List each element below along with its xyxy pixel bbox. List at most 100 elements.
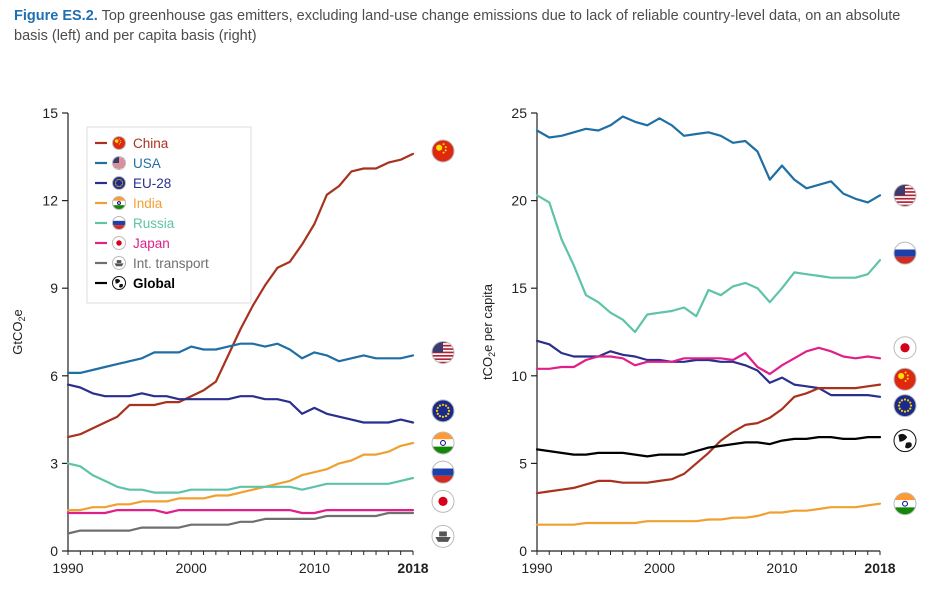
x-tick-label: 2000 [176, 560, 207, 576]
eu-flag-icon [112, 176, 126, 190]
flag-star [447, 412, 450, 415]
flag-stripe [432, 361, 454, 364]
x-tick-label: 2018 [864, 560, 895, 576]
x-tick-label: 2018 [397, 560, 428, 576]
flag-band-green [432, 446, 454, 454]
flag-small-star [120, 142, 122, 144]
eu-flag-icon [893, 394, 917, 418]
flag-star [447, 409, 451, 412]
series-line-russia [535, 194, 882, 334]
flag-stripe [894, 197, 916, 200]
globe-land [905, 442, 912, 449]
flag-star [121, 184, 123, 186]
icon-body [112, 176, 126, 190]
flag-field [432, 399, 454, 422]
flag-field [112, 176, 126, 190]
globe-icon [112, 276, 126, 290]
right-chart-per-capita: 0 5 10 15 20 25 1990 2000 2010 2018 tCO2e per capi… [480, 105, 917, 576]
flag-disc [900, 343, 910, 353]
flag-stripe [894, 204, 916, 207]
ship-hull [114, 263, 124, 267]
usa-flag-icon [431, 340, 455, 364]
y-tick-label: 0 [519, 543, 527, 559]
flag-star [438, 404, 442, 407]
icon-body [894, 368, 916, 391]
flag-band-green [894, 507, 916, 515]
icon-body [112, 216, 126, 230]
usa-flag-icon [112, 156, 126, 170]
icon-body [432, 490, 454, 513]
legend-item-global: Global [95, 276, 175, 291]
left-chart-absolute: 0 3 6 9 12 15 1990 2000 2010 2018 GtCO2e China USA EU… [10, 105, 455, 576]
figure-caption: Figure ES.2. Top greenhouse gas emitters… [14, 6, 924, 46]
flag-star [903, 410, 907, 413]
legend-label: EU-28 [133, 176, 171, 191]
flag-small-star [906, 374, 909, 377]
figure-label: Figure ES.2. [14, 8, 98, 24]
legend-box [86, 126, 252, 304]
flag-star [906, 409, 910, 412]
flag-stripe [112, 164, 126, 166]
y-tick-label: 0 [50, 543, 58, 559]
flag-star [436, 144, 443, 151]
flag-small-star [906, 377, 909, 380]
y-axis-label-subscript: 2 [17, 316, 27, 321]
x-tick-label: 1990 [521, 560, 552, 576]
flag-star [120, 179, 122, 181]
india-flag-icon [893, 492, 917, 516]
flag-band-blue [432, 468, 454, 476]
flag-star [121, 180, 123, 182]
flag-wheel [440, 440, 446, 446]
flag-small-star [442, 151, 445, 154]
icon-rim [112, 156, 126, 170]
icon-rim [431, 524, 455, 548]
flag-star [120, 185, 122, 187]
flag-small-star [442, 143, 445, 146]
legend-item-russia: Russia [95, 216, 175, 231]
icon-rim [112, 236, 126, 250]
series-line-russia [66, 462, 415, 494]
flag-band-saffron [894, 492, 916, 501]
flag-star [909, 401, 912, 404]
y-tick-label: 12 [42, 193, 58, 209]
flag-star [909, 404, 913, 407]
flag-small-star [120, 140, 122, 142]
flag-star [898, 401, 901, 404]
ship-cabin [116, 260, 122, 263]
y-tick-label: 9 [50, 280, 58, 296]
flag-star [115, 184, 117, 186]
flag-band-red [112, 225, 126, 230]
y-tick-label: 25 [511, 105, 527, 121]
series-line-china [66, 152, 415, 439]
flag-small-star [904, 379, 907, 382]
legend-label: China [133, 136, 169, 151]
eu-flag-icon [431, 399, 455, 423]
flag-small-star [444, 149, 447, 152]
icon-body [894, 336, 916, 359]
legend-label: Russia [133, 216, 175, 231]
flag-star [897, 404, 901, 407]
legend-label: Int. transport [133, 256, 209, 271]
flag-band-red [894, 256, 916, 265]
icon-rim [112, 176, 126, 190]
flag-star [898, 372, 905, 380]
icon-rim [112, 136, 126, 150]
flag-star [435, 409, 439, 412]
icon-body [894, 184, 916, 207]
icon-rim [893, 241, 917, 265]
icon-rim [431, 139, 455, 163]
series-line-eu-28 [66, 383, 415, 424]
y-axis-label-main: tCO [480, 357, 495, 380]
icon-body [432, 399, 454, 422]
y-tick-label: 15 [42, 105, 58, 121]
globe-land [119, 283, 123, 288]
russia-flag-icon [893, 241, 917, 265]
usa-flag-icon [893, 183, 917, 207]
icon-body [894, 492, 916, 515]
legend-item-india: India [95, 196, 163, 211]
icon-rim [893, 367, 917, 391]
legend-label: India [133, 196, 163, 211]
flag-star [436, 412, 439, 415]
caption-text: Top greenhouse gas emitters, excluding l… [14, 8, 901, 44]
flag-band-white [894, 242, 916, 250]
